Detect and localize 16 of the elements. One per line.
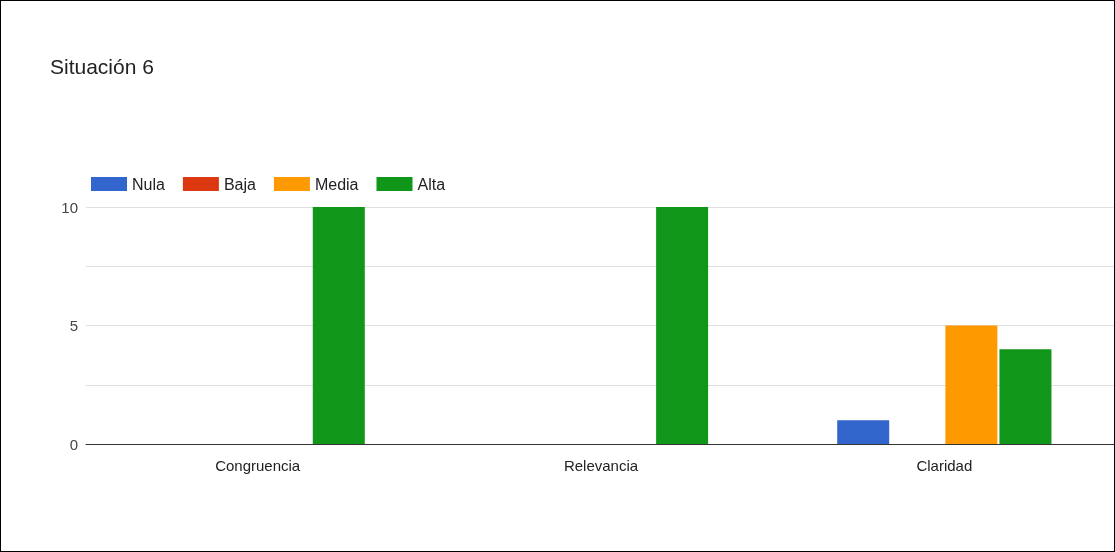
- bar: [656, 207, 709, 444]
- legend-label: Alta: [417, 175, 446, 193]
- chart-title: Situación 6: [50, 55, 154, 78]
- bar: [312, 207, 365, 444]
- bar: [999, 349, 1052, 444]
- y-tick-label: 5: [69, 317, 78, 334]
- y-tick-label: 10: [61, 198, 78, 216]
- bar: [837, 420, 890, 444]
- y-tick-label: 0: [69, 435, 78, 453]
- x-tick-label: Congruencia: [215, 457, 301, 474]
- x-tick-label: Relevancia: [563, 457, 639, 474]
- legend-label: Nula: [132, 175, 166, 193]
- x-tick-label: Claridad: [916, 457, 973, 474]
- legend-label: Media: [314, 175, 359, 193]
- legend-label: Baja: [223, 175, 257, 193]
- bar: [945, 325, 998, 444]
